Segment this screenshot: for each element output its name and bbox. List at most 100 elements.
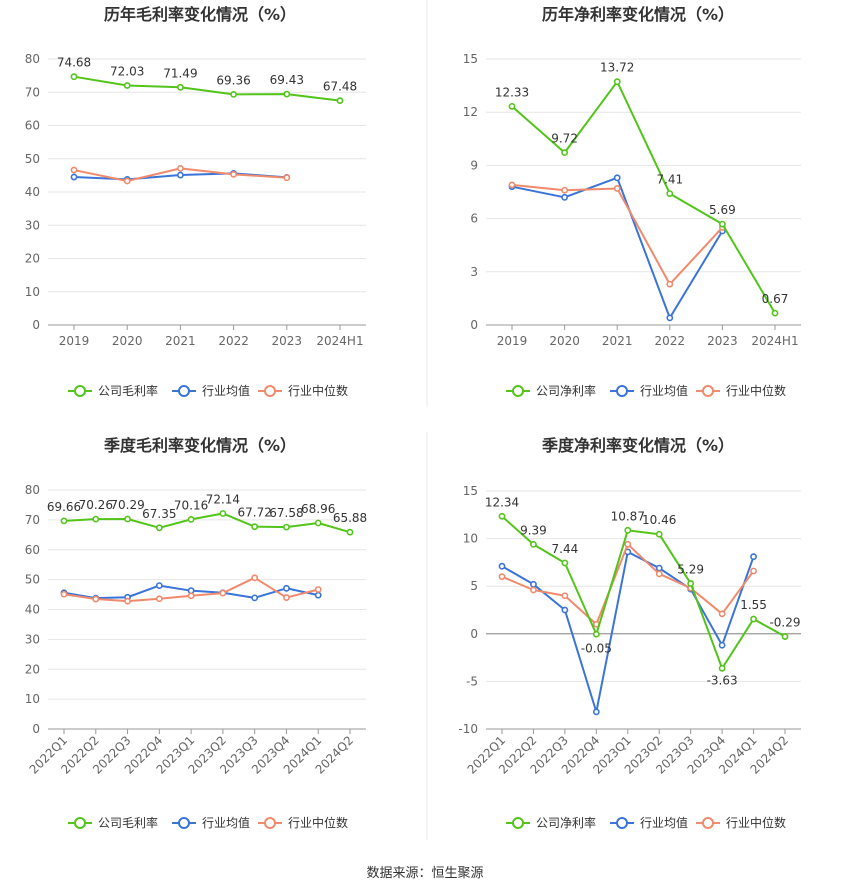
data-label: 70.26 xyxy=(79,498,113,512)
y-tick-label: -10 xyxy=(458,722,478,736)
data-source-footer: 数据来源：恒生聚源 xyxy=(366,866,484,881)
data-label: 72.14 xyxy=(206,492,240,506)
legend-item[interactable]: 行业中位数 xyxy=(258,383,348,398)
x-tick-label: 2024H1 xyxy=(316,334,363,348)
x-tick-label: 2021 xyxy=(165,334,196,348)
y-tick-label: 10 xyxy=(25,285,40,299)
data-point-industry_median xyxy=(60,590,68,598)
legend-swatch-marker xyxy=(264,817,276,829)
y-tick-label: 80 xyxy=(25,483,40,497)
data-label: 13.72 xyxy=(600,61,634,75)
y-tick-label: 40 xyxy=(25,185,40,199)
chart-legend: 公司净利率 行业均值 行业中位数 xyxy=(506,383,786,398)
data-label: 69.36 xyxy=(216,73,250,87)
legend-label: 公司净利率 xyxy=(536,815,596,830)
series-line-industry_avg xyxy=(511,176,724,319)
data-point-industry_avg xyxy=(314,591,322,599)
data-label: 65.88 xyxy=(333,511,367,525)
y-tick-label: 0 xyxy=(470,627,478,641)
data-point-company xyxy=(60,517,68,525)
chart-title: 季度净利率变化情况（%） xyxy=(541,436,734,455)
x-tick-label: 2022 xyxy=(655,334,686,348)
y-tick-label: 5 xyxy=(470,579,478,593)
legend-item[interactable]: 行业均值 xyxy=(610,815,688,830)
chart-panel-1: 历年毛利率变化情况（%） 0 10 20 30 40 50 60 70 80 2019 2020 202… xyxy=(25,5,366,398)
x-tick-label: 2024H1 xyxy=(751,334,798,348)
legend-item[interactable]: 行业均值 xyxy=(172,383,250,398)
legend-swatch-marker xyxy=(616,817,628,829)
legend-label: 行业均值 xyxy=(202,383,250,398)
data-label: 72.03 xyxy=(110,65,144,79)
legend-item[interactable]: 行业中位数 xyxy=(696,815,786,830)
data-point-industry_avg xyxy=(155,582,163,589)
legend-label: 公司毛利率 xyxy=(98,815,158,830)
data-point-industry_median xyxy=(561,592,569,600)
y-tick-label: 50 xyxy=(25,152,40,166)
y-tick-label: 50 xyxy=(25,573,40,587)
data-label: 0.67 xyxy=(762,292,789,306)
legend-item[interactable]: 行业均值 xyxy=(610,383,688,398)
data-point-industry_median xyxy=(750,567,757,575)
y-tick-label: 20 xyxy=(25,252,40,266)
data-point-industry_median xyxy=(314,586,322,593)
data-point-industry_avg xyxy=(592,708,600,716)
legend-label: 公司净利率 xyxy=(536,383,596,398)
data-point-industry_avg xyxy=(176,171,184,179)
data-label: 67.35 xyxy=(142,507,176,521)
data-point-industry_median xyxy=(230,170,237,178)
x-tick-label: 2023 xyxy=(707,334,738,348)
legend-label: 行业均值 xyxy=(640,815,688,830)
series-line-company xyxy=(501,515,786,670)
data-point-industry_median xyxy=(123,177,131,185)
legend-label: 行业中位数 xyxy=(726,815,786,830)
chart-title: 历年毛利率变化情况（%） xyxy=(104,5,296,24)
chart-panel-3: 季度毛利率变化情况（%）010203040506070802022Q12022Q… xyxy=(25,436,367,830)
series-line-industry_avg xyxy=(501,550,755,713)
data-label: 1.55 xyxy=(740,598,767,612)
data-point-company xyxy=(718,664,726,672)
legend-item[interactable]: 行业中位数 xyxy=(258,815,348,830)
legend-label: 行业中位数 xyxy=(726,383,786,398)
data-point-industry_median xyxy=(219,589,227,597)
y-tick-label: 60 xyxy=(25,543,40,557)
data-point-company xyxy=(70,73,78,81)
legend-item[interactable]: 公司毛利率 xyxy=(68,815,158,830)
y-tick-label: 70 xyxy=(25,513,40,527)
data-point-company xyxy=(750,615,757,623)
data-point-industry_avg xyxy=(251,594,259,602)
data-point-industry_median xyxy=(187,592,195,600)
data-label: 9.72 xyxy=(551,132,578,146)
data-label: 5.69 xyxy=(709,203,736,217)
legend-swatch-marker xyxy=(616,385,628,397)
data-point-industry_avg xyxy=(283,584,290,592)
data-label: 69.66 xyxy=(47,500,81,514)
legend-item[interactable]: 公司净利率 xyxy=(506,815,596,830)
data-point-industry_median xyxy=(124,597,131,605)
legend-item[interactable]: 行业中位数 xyxy=(696,383,786,398)
data-point-company xyxy=(498,512,506,520)
x-tick-label: 2019 xyxy=(497,334,528,348)
data-point-industry_avg xyxy=(655,564,663,572)
data-point-company xyxy=(336,97,344,105)
data-label: -0.29 xyxy=(769,616,800,630)
legend-item[interactable]: 公司净利率 xyxy=(506,383,596,398)
data-point-company xyxy=(219,510,227,517)
data-label: 7.44 xyxy=(552,542,579,556)
data-label: 69.43 xyxy=(270,73,304,87)
x-tick-label: 2019 xyxy=(59,334,90,348)
y-tick-label: 15 xyxy=(463,52,478,66)
y-tick-label: 12 xyxy=(463,105,478,119)
data-label: 70.16 xyxy=(174,498,208,512)
y-tick-label: 30 xyxy=(25,218,40,232)
data-point-company xyxy=(230,90,237,98)
data-label: 5.29 xyxy=(677,562,704,576)
legend-item[interactable]: 行业均值 xyxy=(172,815,250,830)
data-point-industry_median xyxy=(251,574,259,582)
y-tick-label: 20 xyxy=(25,662,40,676)
y-tick-label: 9 xyxy=(470,158,478,172)
data-label: 7.41 xyxy=(656,173,683,187)
legend-item[interactable]: 公司毛利率 xyxy=(68,383,158,398)
data-point-industry_avg xyxy=(718,641,726,649)
y-tick-label: 10 xyxy=(25,692,40,706)
legend-swatch-marker xyxy=(178,817,190,829)
